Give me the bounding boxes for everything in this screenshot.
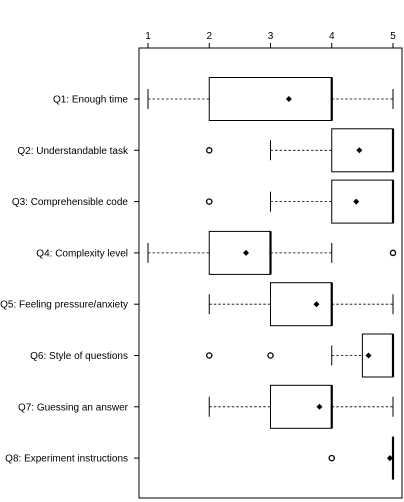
category-label-6: Q6: Style of questions [30, 351, 128, 362]
outlier-point-1 [205, 147, 213, 154]
x-tick-label-2: 2 [206, 31, 212, 42]
category-labels: Q1: Enough time Q2: Understandable task Q3… [0, 95, 139, 465]
x-tick-label-3: 3 [268, 31, 274, 42]
box-row-5 [208, 282, 394, 327]
category-label-1: Q1: Enough time [53, 95, 128, 106]
mean-marker [316, 403, 323, 410]
x-tick-label-4: 4 [329, 31, 335, 42]
category-label-2: Q2: Understandable task [17, 146, 129, 157]
outlier-point-1 [205, 352, 213, 359]
category-label-4: Q4: Complexity level [36, 248, 128, 259]
box-iqr [270, 384, 333, 429]
box-row-3 [205, 179, 395, 224]
x-tick-label-5: 5 [390, 31, 396, 42]
box-iqr [270, 282, 333, 327]
outlier-point-2 [267, 352, 274, 359]
category-label-8: Q8: Experiment instructions [5, 454, 128, 465]
box-iqr [331, 128, 394, 173]
mean-marker [386, 455, 393, 462]
mean-marker [285, 96, 292, 102]
category-label-7: Q7: Guessing an answer [18, 402, 129, 413]
outlier-point-1 [389, 249, 397, 257]
box-row-1 [147, 77, 394, 121]
mean-marker [353, 198, 360, 205]
category-label-3: Q3: Comprehensible code [12, 197, 129, 208]
x-tick-label-1: 1 [145, 31, 151, 42]
mean-marker [356, 147, 363, 154]
category-label-5: Q5: Feeling pressure/anxiety [0, 300, 128, 311]
box-iqr [208, 230, 271, 275]
box-row-7 [208, 384, 394, 429]
mean-marker [243, 249, 249, 256]
mean-marker [313, 301, 320, 308]
box-row-8 [328, 436, 395, 480]
box-iqr [331, 179, 394, 224]
boxes [147, 77, 397, 480]
box-iqr [208, 77, 333, 121]
box-row-2 [205, 128, 395, 173]
box-row-4 [147, 230, 397, 275]
mean-marker [365, 352, 372, 359]
outlier-point-1 [328, 454, 335, 462]
box-row-6 [205, 333, 395, 378]
outlier-point-1 [205, 198, 213, 205]
x-axis: 1 2 3 4 5 [145, 31, 396, 48]
